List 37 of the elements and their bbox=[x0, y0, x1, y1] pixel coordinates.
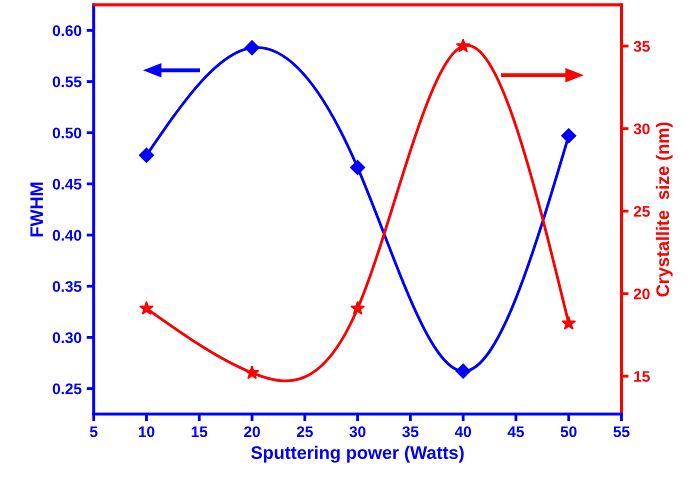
x-tick-label: 5 bbox=[90, 426, 98, 438]
point bbox=[244, 40, 260, 56]
y2-tick-label: 35 bbox=[634, 40, 650, 52]
point bbox=[244, 365, 260, 380]
y-tick-label: 0.55 bbox=[52, 76, 82, 88]
y-tick-label: 0.35 bbox=[52, 281, 82, 292]
y-tick-label: 0.30 bbox=[52, 332, 82, 344]
y-tick-label: 0.50 bbox=[52, 128, 82, 138]
y2-axis-title: Crystallite size (nm) bbox=[656, 122, 673, 297]
y2-tick-label: 15 bbox=[634, 371, 650, 382]
y-tick-label: 0.40 bbox=[52, 230, 82, 241]
x-tick-label: 25 bbox=[296, 426, 313, 438]
x-tick-label: 45 bbox=[508, 426, 524, 438]
x-tick-label: 10 bbox=[138, 426, 154, 438]
x-tick-label: 55 bbox=[613, 426, 630, 438]
x-tick-label: 15 bbox=[192, 426, 208, 438]
x-axis-title: Sputtering power (Watts) bbox=[251, 446, 464, 463]
y-tick-label: 0.45 bbox=[52, 178, 82, 190]
x-tick-label: 35 bbox=[402, 426, 418, 438]
y2-tick-label: 30 bbox=[634, 123, 650, 134]
point bbox=[456, 38, 470, 52]
y-tick-label: 0.25 bbox=[52, 383, 82, 394]
x-tick-label: 20 bbox=[244, 426, 260, 438]
point bbox=[561, 316, 576, 330]
y2-tick-label: 20 bbox=[634, 288, 650, 300]
x-tick-label: 50 bbox=[560, 426, 577, 438]
y2-tick-label: 25 bbox=[634, 206, 650, 217]
x-tick-label: 40 bbox=[454, 426, 472, 438]
point bbox=[139, 300, 154, 315]
y-axis-title: FWHM bbox=[30, 182, 43, 236]
point bbox=[561, 128, 576, 144]
y-tick-label: 0.60 bbox=[52, 25, 82, 36]
point bbox=[138, 148, 154, 163]
point bbox=[456, 364, 471, 379]
x-tick-label: 30 bbox=[349, 426, 366, 438]
point bbox=[350, 300, 365, 315]
point bbox=[350, 160, 366, 176]
